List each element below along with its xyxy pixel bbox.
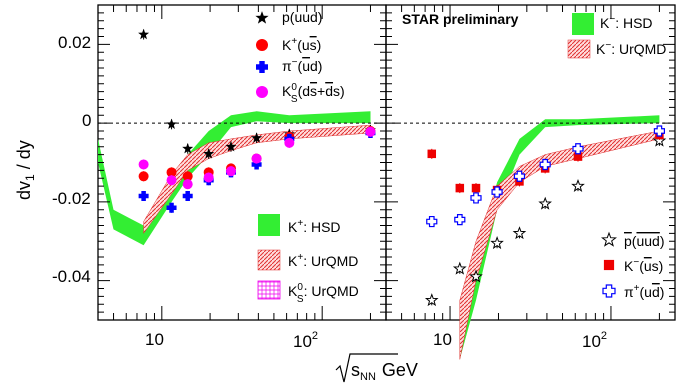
kminus-point xyxy=(471,183,481,193)
legend-label: K−: HSD xyxy=(600,14,653,31)
k0s-point xyxy=(225,166,236,177)
piplus-point xyxy=(491,186,503,198)
legend-label: K−(us) xyxy=(624,257,663,274)
y-tick-label: 0.02 xyxy=(58,33,91,52)
k0s-point xyxy=(138,159,149,170)
kplus_hsd-band xyxy=(98,111,371,246)
legend-marker xyxy=(603,259,615,271)
x-axis-title: sNN GeV xyxy=(335,353,418,383)
p-point xyxy=(166,118,177,129)
pbar-point xyxy=(512,226,527,240)
x-tick-label: 102 xyxy=(293,330,318,351)
piplus-point xyxy=(539,158,551,171)
legend-label: K0 S(ds+ds) xyxy=(282,82,345,105)
legend-marker xyxy=(256,86,268,98)
legend-label: p(uud) xyxy=(624,233,665,249)
p-point xyxy=(138,28,150,40)
legend-left-bottom: K+: HSD K+: UrQMD K0 S: UrQMD xyxy=(257,214,359,305)
k0s-point xyxy=(203,172,214,183)
y-axis-title: dv1 / dy xyxy=(14,140,37,200)
legend-right-top: K−: HSD K−: UrQMD xyxy=(567,13,666,59)
piminus-point xyxy=(166,202,177,213)
star-preliminary-label: STAR preliminary xyxy=(402,11,519,27)
piplus-point xyxy=(454,213,466,226)
legend-swatch xyxy=(572,13,594,35)
legend-label: K+: HSD xyxy=(288,218,341,235)
k0s-point xyxy=(365,126,376,137)
piplus-point xyxy=(653,125,666,137)
kminus-point xyxy=(573,152,583,161)
piplus-point xyxy=(572,143,584,155)
legend-label: K0 S: UrQMD xyxy=(288,282,359,305)
p-point xyxy=(251,132,263,143)
legend-swatch xyxy=(567,39,591,59)
k0s-point xyxy=(284,137,295,148)
left-panel xyxy=(97,4,387,321)
legend-swatch xyxy=(257,280,281,300)
y-tick-label: -0.02 xyxy=(52,189,91,208)
pbar-point xyxy=(538,196,552,210)
legend-label: π+(ud) xyxy=(624,283,664,300)
k0s-point xyxy=(182,179,193,190)
piplus-point xyxy=(513,170,526,182)
legend-marker xyxy=(256,39,268,51)
p-point xyxy=(225,141,237,152)
legend-swatch xyxy=(258,214,280,236)
piplus-point xyxy=(470,192,482,204)
piminus-point xyxy=(251,159,262,170)
piminus-point xyxy=(138,190,149,201)
legend-right-bottom: p(uud) K−(us) π+(ud) xyxy=(601,231,665,300)
legend-left-top: p(uud) K+(us) π−(ud) K0 S(ds+ds) xyxy=(255,9,345,105)
legend-label: p(uud) xyxy=(282,9,322,25)
p-point xyxy=(182,143,194,154)
y-tick-label: -0.04 xyxy=(52,267,91,286)
k0s-point xyxy=(166,175,177,186)
k0s-point xyxy=(251,153,262,164)
p-point xyxy=(203,148,215,159)
pbar-point xyxy=(424,293,439,307)
legend-label: K+: UrQMD xyxy=(288,252,358,269)
pbar-point xyxy=(490,236,504,250)
legend-marker xyxy=(601,231,617,247)
legend-label: K+(us) xyxy=(282,36,321,53)
pbar-point xyxy=(452,261,467,275)
pbar-point xyxy=(469,269,483,283)
right-panel xyxy=(385,4,676,360)
legend-marker xyxy=(602,284,616,298)
x-tick-label: 10 xyxy=(145,330,164,349)
piminus-point xyxy=(182,190,193,201)
kplus-point xyxy=(166,167,177,178)
legend-swatch xyxy=(257,249,281,271)
legend-marker xyxy=(255,61,268,74)
pbar-point xyxy=(571,178,585,192)
kminus-point xyxy=(427,149,437,159)
x-tick-label: 102 xyxy=(582,330,607,351)
legend-label: K−: UrQMD xyxy=(596,40,666,57)
kplus-point xyxy=(138,171,149,182)
piplus-point xyxy=(426,215,438,228)
legend-marker xyxy=(255,11,269,24)
y-tick-label: 0 xyxy=(82,111,91,130)
kplus-point xyxy=(182,171,193,182)
x-tick-label: 10 xyxy=(433,330,452,349)
legend-label: π−(ud) xyxy=(282,57,322,74)
kminus-point xyxy=(455,183,465,193)
